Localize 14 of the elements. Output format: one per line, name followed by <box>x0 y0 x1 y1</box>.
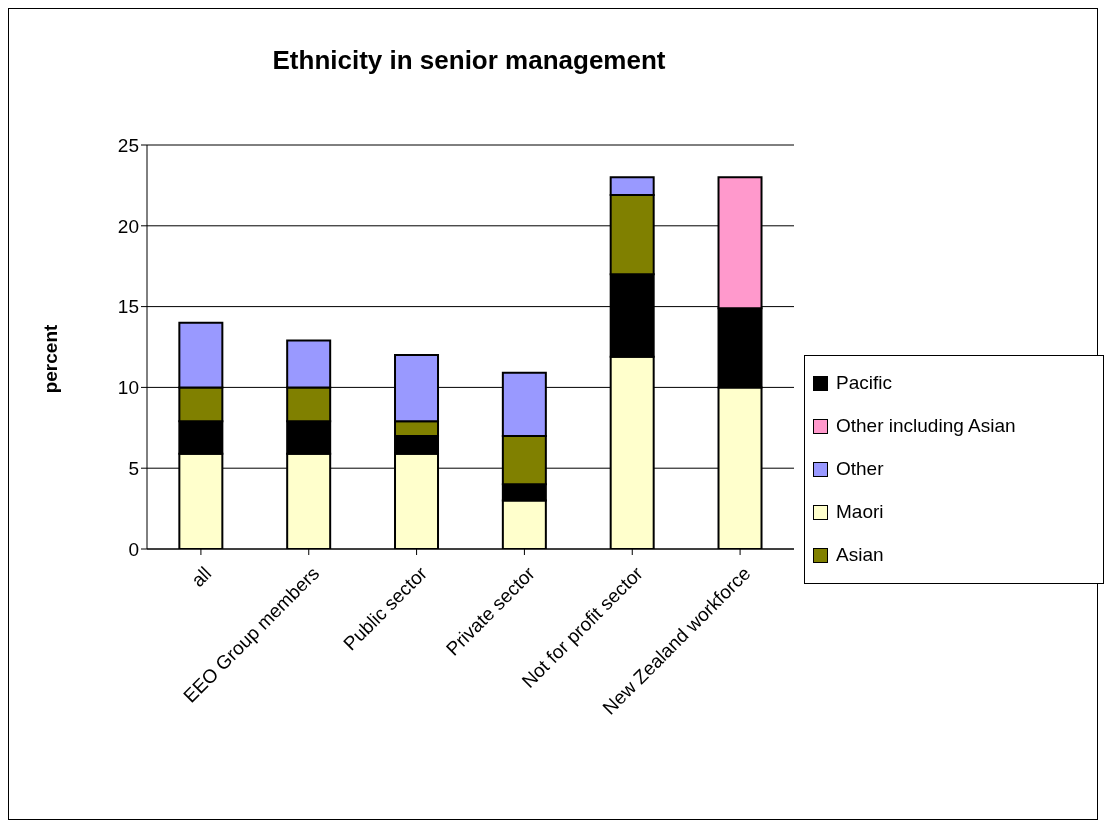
chart-title: Ethnicity in senior management <box>271 45 667 76</box>
legend-label: Maori <box>836 501 884 523</box>
legend-label: Other including Asian <box>836 415 1016 437</box>
y-tick-label: 25 <box>117 134 139 156</box>
y-tick-label: 10 <box>117 377 139 399</box>
legend-label: Asian <box>836 544 884 566</box>
legend-label: Pacific <box>836 372 892 394</box>
x-tick-label: all <box>187 562 216 591</box>
y-tick-label: 15 <box>117 296 139 318</box>
y-tick-label: 5 <box>128 457 139 479</box>
y-axis-title: percent <box>40 324 62 394</box>
y-tick-label: 0 <box>128 538 139 560</box>
legend-label: Other <box>836 458 884 480</box>
y-tick-label: 20 <box>117 215 139 237</box>
